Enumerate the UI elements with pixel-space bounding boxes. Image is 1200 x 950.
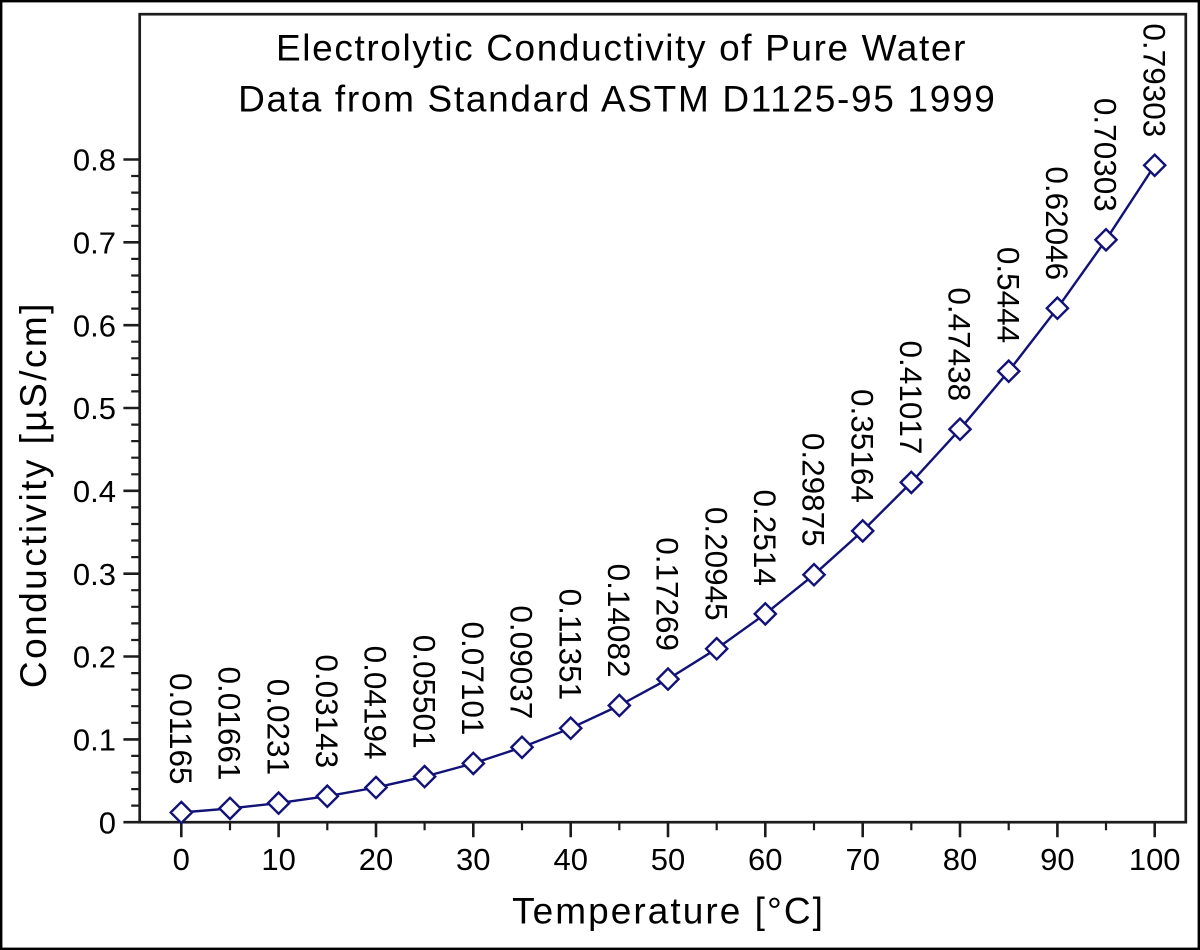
svg-text:90: 90 <box>1040 842 1074 877</box>
svg-text:0.41017: 0.41017 <box>893 341 929 455</box>
svg-text:0.47438: 0.47438 <box>942 287 978 401</box>
svg-text:Data from Standard ASTM D1125-: Data from Standard ASTM D1125-95 1999 <box>238 79 996 120</box>
svg-text:Electrolytic Conductivity of P: Electrolytic Conductivity of Pure Water <box>276 28 967 69</box>
svg-text:80: 80 <box>943 842 977 877</box>
svg-text:70: 70 <box>845 842 879 877</box>
svg-text:40: 40 <box>553 842 587 877</box>
svg-text:0.07101: 0.07101 <box>455 622 491 736</box>
svg-text:0.04194: 0.04194 <box>358 646 394 760</box>
svg-text:0.2: 0.2 <box>73 640 116 675</box>
svg-text:0.09037: 0.09037 <box>504 605 540 719</box>
svg-text:0.1: 0.1 <box>73 723 116 758</box>
svg-text:0.17269: 0.17269 <box>650 537 686 651</box>
svg-text:0.01165: 0.01165 <box>163 673 199 785</box>
svg-text:0.79303: 0.79303 <box>1136 23 1172 137</box>
svg-text:0: 0 <box>99 805 116 840</box>
svg-text:60: 60 <box>748 842 782 877</box>
svg-text:50: 50 <box>651 842 685 877</box>
svg-text:0.4: 0.4 <box>73 474 116 509</box>
svg-text:Temperature [°C]: Temperature [°C] <box>512 891 825 932</box>
svg-text:10: 10 <box>261 842 295 877</box>
svg-text:0.01661: 0.01661 <box>212 667 248 781</box>
svg-text:0.29875: 0.29875 <box>796 433 832 547</box>
svg-text:0.5444: 0.5444 <box>990 247 1026 343</box>
svg-text:0.2514: 0.2514 <box>747 490 783 586</box>
svg-text:Conductivity [µS/cm]: Conductivity [µS/cm] <box>13 301 54 688</box>
svg-text:0.6: 0.6 <box>73 308 116 343</box>
svg-text:20: 20 <box>359 842 393 877</box>
svg-text:100: 100 <box>1129 842 1181 877</box>
svg-text:0.03143: 0.03143 <box>309 654 345 768</box>
svg-text:0.8: 0.8 <box>73 143 116 178</box>
svg-text:0.05501: 0.05501 <box>406 635 442 749</box>
svg-text:0.70303: 0.70303 <box>1088 98 1124 212</box>
svg-text:0: 0 <box>173 842 190 877</box>
svg-text:30: 30 <box>456 842 490 877</box>
svg-text:0.0231: 0.0231 <box>260 679 296 775</box>
svg-text:0.7: 0.7 <box>73 225 116 260</box>
svg-text:0.14082: 0.14082 <box>601 564 637 678</box>
svg-text:0.62046: 0.62046 <box>1039 166 1075 280</box>
svg-text:0.35164: 0.35164 <box>844 389 880 503</box>
svg-text:0.20945: 0.20945 <box>698 507 734 621</box>
svg-text:0.5: 0.5 <box>73 391 116 426</box>
svg-text:0.3: 0.3 <box>73 557 116 592</box>
svg-text:0.11351: 0.11351 <box>552 589 588 701</box>
